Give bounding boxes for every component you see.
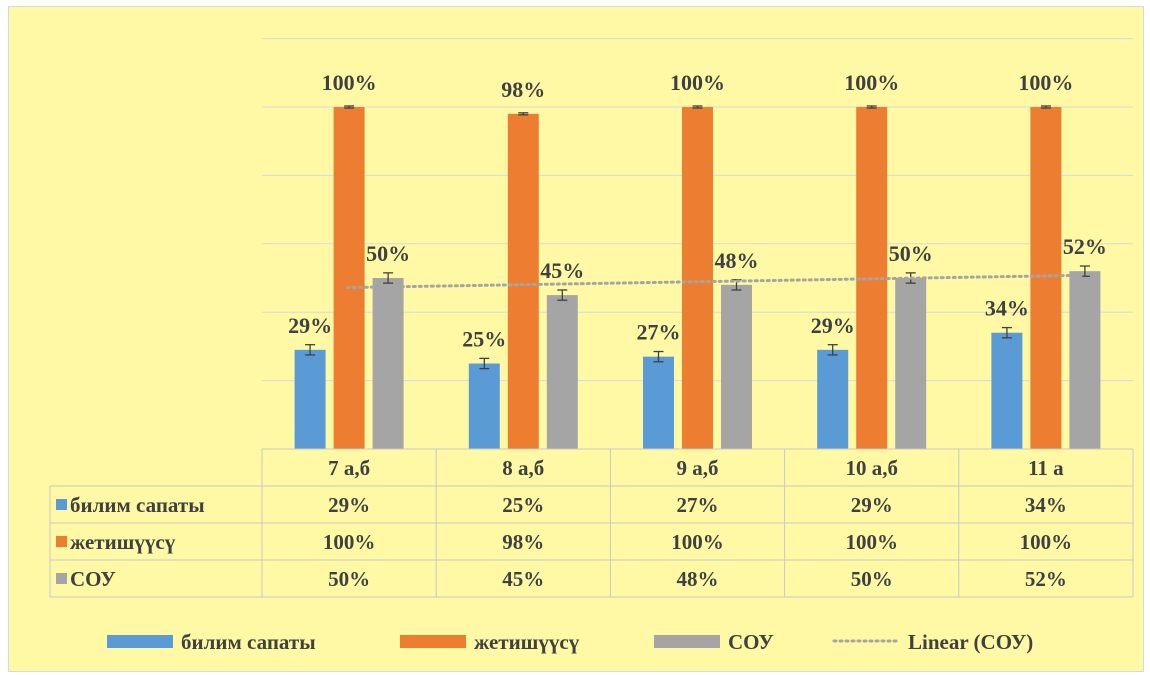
bar (333, 107, 365, 449)
series-name: билим сапаты (70, 493, 205, 517)
data-label: 29% (288, 313, 332, 338)
table-legend-key (56, 536, 67, 547)
bar (1030, 107, 1062, 449)
table-cell: 34% (1025, 493, 1067, 517)
table-cell: 50% (328, 567, 370, 591)
data-label: 100% (844, 70, 899, 95)
table-cell: 45% (502, 567, 544, 591)
bar (1069, 271, 1101, 449)
category-label: 9 а,б (677, 456, 719, 480)
table-legend-key (56, 573, 67, 584)
bar (546, 295, 578, 449)
bar (643, 356, 674, 449)
table-cell: 52% (1025, 567, 1067, 591)
data-label: 48% (715, 248, 759, 273)
table-cell: 25% (502, 493, 544, 517)
table-cell: 100% (671, 530, 724, 554)
legend-label: Linear (СОУ) (908, 630, 1033, 654)
category-label: 7 а,б (328, 456, 370, 480)
table-cell: 50% (851, 567, 893, 591)
legend-label: билим сапаты (181, 630, 316, 654)
category-label: 10 а,б (845, 456, 898, 480)
category-label: 11 а (1028, 456, 1064, 480)
labels-layer: 29% 25% 27% 29% 34% 100% 98% 100% 100% 100% 50% 45%… (288, 70, 1107, 352)
bar (294, 349, 326, 449)
bar (721, 284, 752, 449)
bar (507, 113, 539, 449)
bar (817, 349, 849, 449)
data-label: 34% (985, 296, 1029, 321)
table-legend-key (56, 499, 67, 510)
legend-label: жетишүүсү (474, 630, 580, 654)
legend-swatch (654, 635, 720, 648)
bar (991, 332, 1023, 449)
table-cell: 100% (1020, 530, 1073, 554)
legend-swatch (400, 635, 466, 648)
trendline (345, 273, 1087, 290)
data-label: 98% (501, 77, 545, 102)
data-label: 52% (1063, 234, 1107, 259)
legend-swatch (107, 635, 173, 648)
table-cell: 48% (677, 567, 719, 591)
data-label: 100% (322, 70, 377, 95)
data-label: 45% (540, 258, 584, 283)
table-cell: 29% (851, 493, 893, 517)
data-table: 7 а,б 8 а,б 9 а,б 10 а,б 11 а билим сапаты 29%… (49, 448, 1134, 598)
bar (682, 107, 713, 449)
bars-layer (294, 105, 1101, 449)
data-label: 29% (811, 313, 855, 338)
legend-label: СОУ (728, 630, 774, 654)
data-label: 50% (366, 241, 410, 266)
data-label: 25% (462, 327, 506, 352)
table-cell: 100% (323, 530, 376, 554)
legend: билим сапаты жетишүүсү СОУ Linear (СОУ) (107, 630, 1033, 654)
table-cell: 98% (502, 530, 544, 554)
data-label: 100% (1018, 70, 1073, 95)
series-name: СОУ (70, 567, 116, 591)
table-cell: 100% (845, 530, 898, 554)
series-name: жетишүүсү (70, 530, 176, 554)
table-cell: 29% (328, 493, 370, 517)
bar (468, 363, 500, 449)
category-label: 8 а,б (502, 456, 544, 480)
data-label: 100% (670, 70, 725, 95)
bar (372, 278, 404, 449)
bar (895, 278, 927, 449)
data-label: 27% (637, 320, 681, 345)
trend-layer (345, 273, 1087, 290)
table-cell: 27% (677, 493, 719, 517)
data-label: 50% (889, 241, 933, 266)
